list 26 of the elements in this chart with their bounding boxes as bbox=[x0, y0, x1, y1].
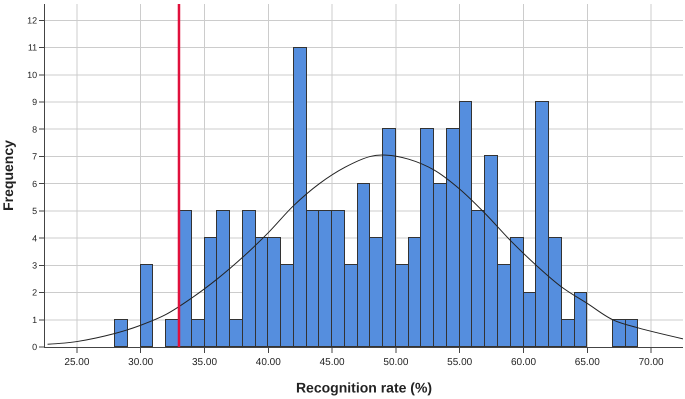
x-tick-label: 50.00 bbox=[383, 357, 409, 368]
x-tick-label: 55.00 bbox=[447, 357, 473, 368]
y-tick-label: 0 bbox=[32, 342, 38, 352]
y-axis-title: Frequency bbox=[0, 140, 16, 211]
x-tick-label: 70.00 bbox=[638, 357, 664, 368]
y-tick-label: 1 bbox=[32, 314, 38, 325]
x-tick-label: 30.00 bbox=[128, 357, 154, 368]
y-tick-label: 10 bbox=[27, 70, 38, 80]
y-tick-label: 9 bbox=[32, 97, 38, 108]
x-tick-label: 35.00 bbox=[192, 357, 218, 368]
y-tick-label: 12 bbox=[27, 15, 38, 26]
y-tick-label: 5 bbox=[32, 206, 38, 216]
x-tick-label: 45.00 bbox=[320, 357, 346, 368]
x-tick-label: 25.00 bbox=[64, 357, 90, 368]
x-axis-title: Recognition rate (%) bbox=[296, 379, 432, 396]
y-tick-label: 4 bbox=[32, 233, 38, 244]
y-tick-label: 2 bbox=[32, 288, 38, 298]
y-tick-label: 3 bbox=[32, 260, 38, 270]
x-tick-label: 60.00 bbox=[510, 357, 536, 368]
y-tick-label: 6 bbox=[32, 178, 38, 189]
x-tick-label: 65.00 bbox=[574, 357, 600, 368]
y-tick-label: 11 bbox=[28, 42, 38, 53]
line-series bbox=[47, 154, 683, 345]
y-tick-label: 7 bbox=[32, 152, 38, 162]
x-tick-label: 40.00 bbox=[256, 357, 282, 368]
y-tick-label: 8 bbox=[32, 124, 38, 134]
